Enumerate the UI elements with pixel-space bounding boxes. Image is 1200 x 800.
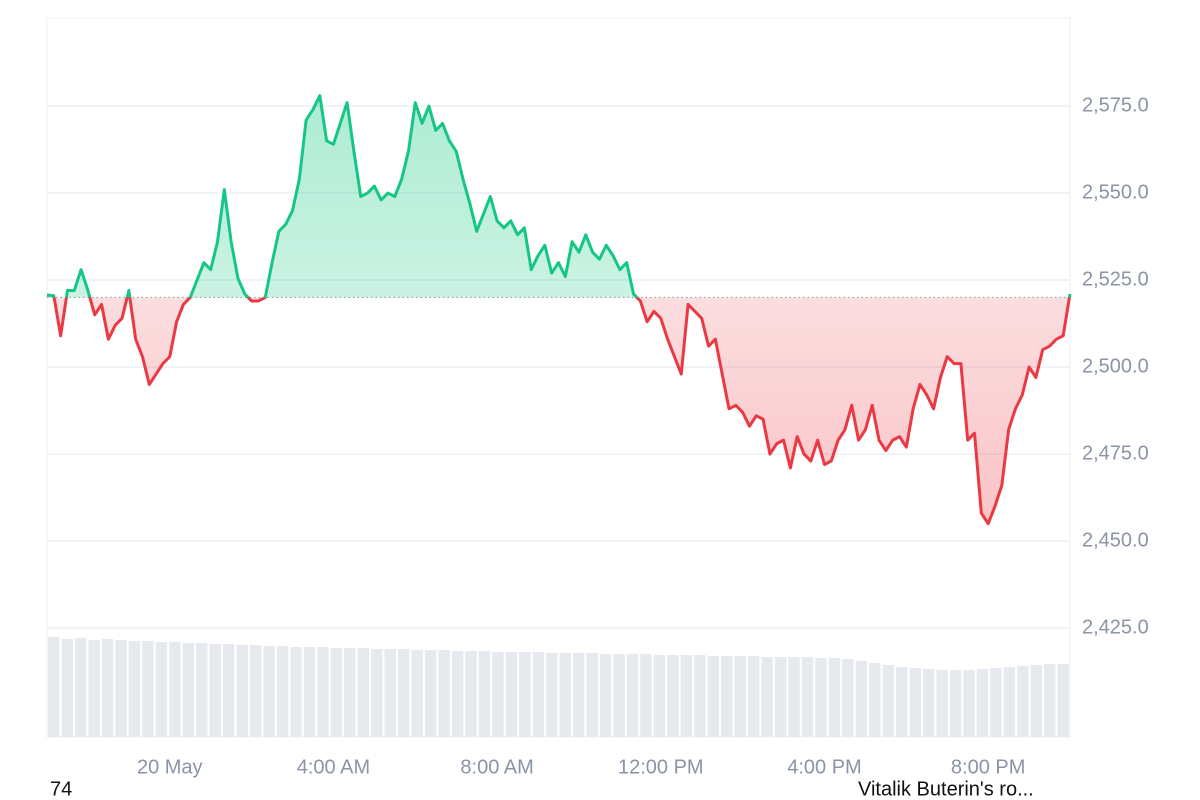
x-tick-label: 12:00 PM [618, 756, 704, 778]
volume-bar [909, 668, 921, 737]
volume-bar [169, 642, 181, 737]
volume-bar [801, 657, 814, 737]
volume-bar [478, 651, 491, 737]
volume-bar [303, 647, 316, 737]
volume-bar [101, 639, 114, 737]
volume-bar [855, 661, 868, 737]
area-up [47, 95, 1070, 298]
volume-bar [707, 656, 720, 737]
volume-bar [88, 640, 100, 737]
y-tick-label: 2,575.0 [1082, 94, 1149, 116]
volume-bar [182, 643, 195, 737]
volume-bar [882, 665, 895, 737]
price-line-down [52, 297, 1071, 526]
volume-bar [842, 659, 854, 737]
x-tick-label: 8:00 PM [951, 756, 1025, 778]
volume-bar [128, 641, 141, 737]
volume-bar [115, 640, 127, 737]
volume-bar [1003, 667, 1016, 737]
y-tick-label: 2,525.0 [1082, 268, 1149, 290]
volume-bar [397, 649, 410, 737]
y-tick-label: 2,550.0 [1082, 181, 1149, 203]
volume-bar [747, 656, 760, 737]
volume-bar [519, 652, 531, 737]
volume-bar [667, 655, 679, 737]
volume-bar [1057, 664, 1069, 737]
volume-bar [451, 651, 464, 737]
volume-bar [371, 649, 383, 737]
volume-bar [492, 652, 504, 737]
volume-bar [249, 645, 262, 737]
area-down [54, 297, 1070, 524]
volume-bar [990, 668, 1002, 737]
volume-bar [222, 644, 235, 737]
volume-bar [465, 651, 477, 737]
volume-bar [680, 655, 693, 737]
volume-bar [936, 670, 948, 737]
volume-bar [640, 654, 652, 737]
x-tick-label: 8:00 AM [460, 756, 533, 778]
plot-frame [46, 17, 1071, 738]
volume-bar [559, 653, 571, 737]
volume-bar [626, 654, 639, 737]
volume-bar [209, 644, 221, 737]
volume-bar [357, 648, 370, 737]
volume-bar [734, 656, 746, 737]
volume-bar [653, 655, 666, 737]
volume-bar [344, 648, 356, 737]
volume-bar [949, 670, 962, 737]
volume-bar [263, 646, 275, 737]
volume-bar [976, 669, 989, 737]
volume-bar [761, 657, 773, 737]
volume-bar [1044, 664, 1056, 737]
volume-bar [774, 657, 787, 737]
volume-bar [330, 648, 343, 737]
volume-bar [599, 654, 612, 737]
y-tick-label: 2,450.0 [1082, 529, 1149, 551]
x-tick-label: 20 May [137, 756, 203, 778]
volume-bar [276, 646, 289, 737]
volume-bar [438, 650, 450, 737]
footer-left: 74 [50, 778, 72, 800]
volume-bar [155, 642, 168, 737]
volume-bar [505, 652, 518, 737]
volume-bar [788, 657, 800, 737]
volume-bar [546, 653, 558, 737]
volume-bar [963, 670, 975, 737]
volume-bar [424, 650, 437, 737]
volume-bar [61, 639, 73, 737]
volume-bar [869, 663, 881, 737]
volume-bar [815, 658, 827, 737]
volume-bar [411, 650, 423, 737]
volume-bar [317, 647, 329, 737]
volume-bar [236, 645, 248, 737]
volume-bar [48, 637, 60, 737]
y-tick-label: 2,500.0 [1082, 355, 1149, 377]
y-tick-label: 2,475.0 [1082, 442, 1149, 464]
volume-bar [532, 652, 545, 737]
volume-bar [586, 653, 598, 737]
volume-bar [196, 643, 208, 737]
volume-bar [694, 655, 706, 737]
y-tick-label: 2,425.0 [1082, 616, 1149, 638]
volume-bar [1017, 666, 1029, 737]
volume-bar [922, 669, 935, 737]
volume-bar [572, 653, 585, 737]
volume-bar [896, 667, 908, 737]
x-tick-label: 4:00 AM [297, 756, 370, 778]
volume-bar [142, 641, 154, 737]
volume-bar [74, 638, 87, 737]
volume-bar [1030, 665, 1043, 737]
volume-bar [721, 656, 733, 737]
x-tick-label: 4:00 PM [787, 756, 861, 778]
volume-bar [613, 654, 625, 737]
footer-right: Vitalik Buterin's ro... [858, 778, 1034, 800]
volume-bar [828, 658, 841, 737]
price-line-up [46, 94, 1072, 298]
volume-bar [384, 649, 396, 737]
volume-bar [290, 647, 302, 737]
